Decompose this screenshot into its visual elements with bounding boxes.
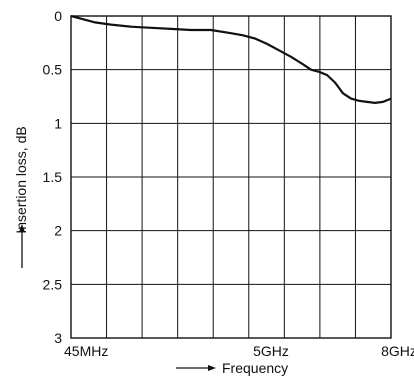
x-tick-labels: 45MHz 5GHz 8GHz bbox=[64, 343, 414, 359]
y-tick-label: 1 bbox=[54, 115, 62, 131]
y-tick-labels: 0 0.5 1 1.5 2 2.5 3 bbox=[43, 8, 63, 346]
x-tick-label: 45MHz bbox=[64, 343, 108, 359]
x-axis-arrow bbox=[176, 365, 216, 371]
y-axis-arrow bbox=[19, 224, 25, 268]
x-axis-label: Frequency bbox=[222, 360, 288, 376]
x-tick-label: 8GHz bbox=[381, 343, 414, 359]
y-axis-title: Insertion loss, dB bbox=[13, 126, 29, 233]
y-tick-label: 2.5 bbox=[43, 276, 63, 292]
y-tick-label: 3 bbox=[54, 330, 62, 346]
y-tick-label: 1.5 bbox=[43, 169, 63, 185]
y-tick-label: 0 bbox=[54, 8, 62, 24]
series-line bbox=[70, 14, 392, 104]
y-axis-label: Insertion loss, dB bbox=[13, 126, 29, 233]
grid bbox=[71, 16, 391, 338]
y-tick-label: 0.5 bbox=[43, 62, 63, 78]
x-tick-label: 5GHz bbox=[253, 343, 289, 359]
plot-frame bbox=[70, 15, 392, 339]
y-tick-label: 2 bbox=[54, 223, 62, 239]
